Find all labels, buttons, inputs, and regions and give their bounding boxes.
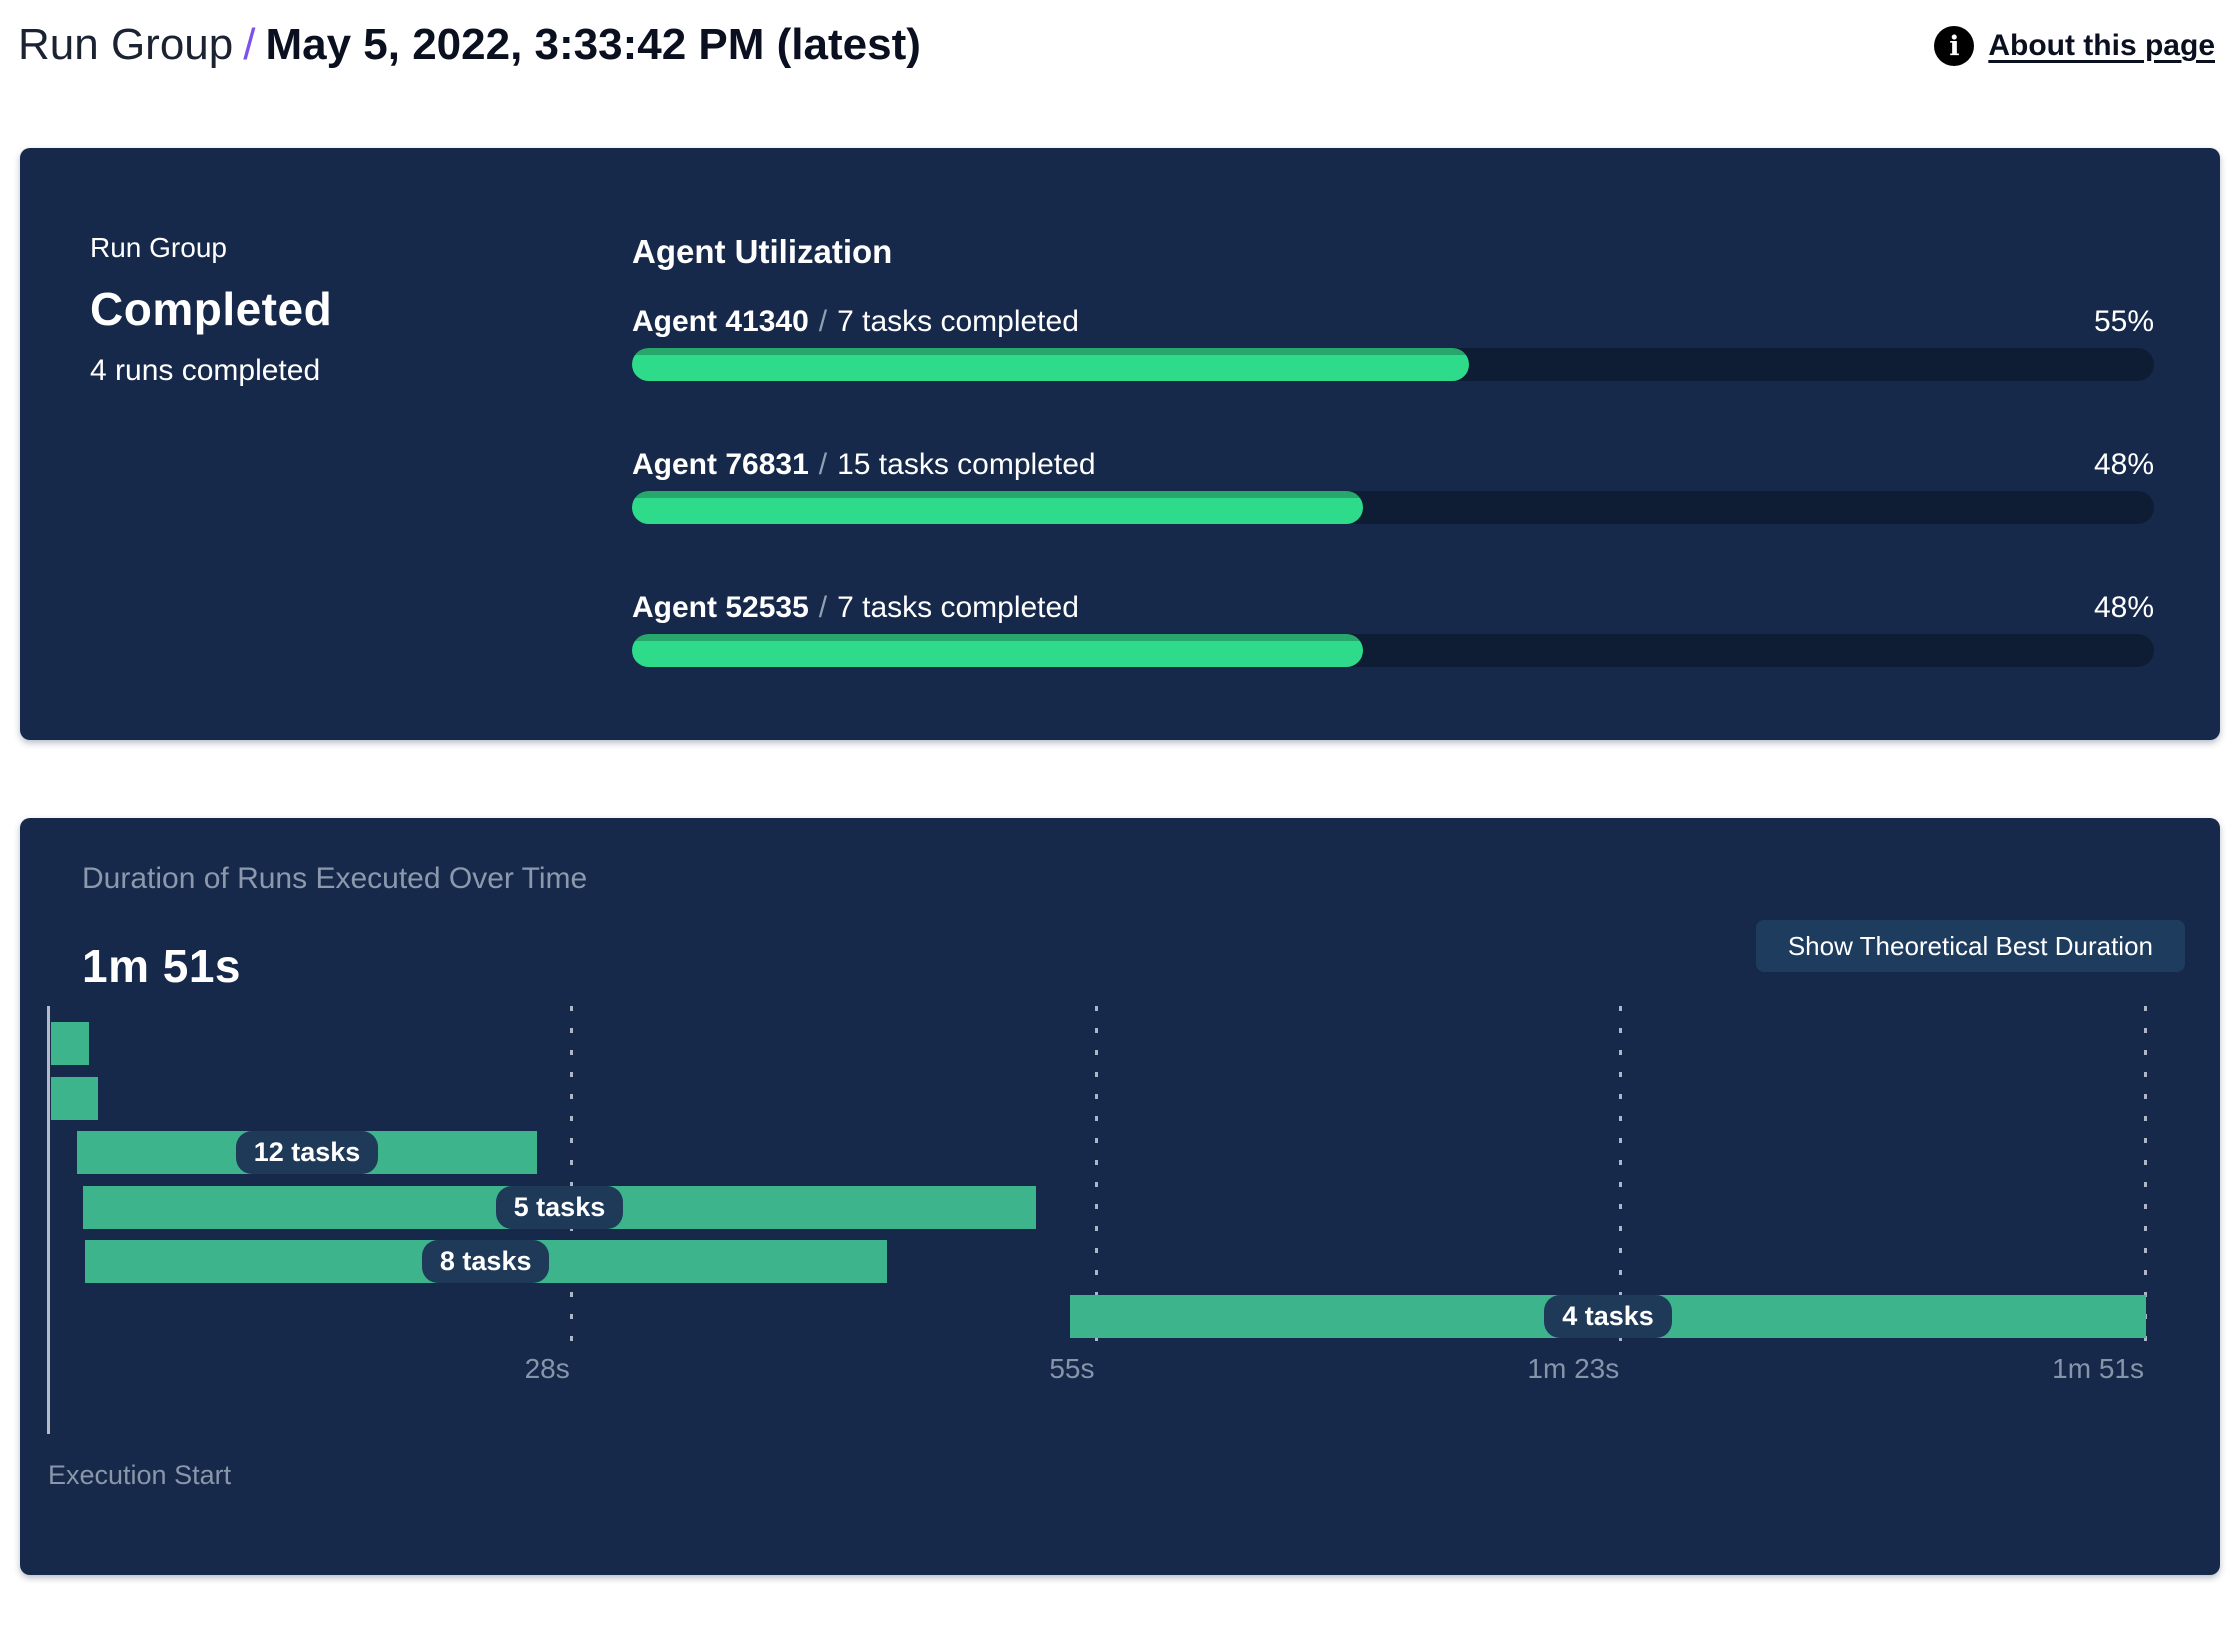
chart-title: Duration of Runs Executed Over Time bbox=[82, 862, 588, 895]
info-icon: i bbox=[1934, 26, 1975, 66]
agent-progress-track bbox=[632, 491, 2154, 524]
agent-utilization-percent: 48% bbox=[2093, 448, 2154, 481]
gantt-run-bar[interactable] bbox=[50, 1022, 89, 1065]
run-timestamp-title: May 5, 2022, 3:33:42 PM (latest) bbox=[265, 20, 921, 69]
about-link-label: About this page bbox=[1988, 29, 2215, 62]
agent-utilization-percent: 55% bbox=[2093, 305, 2154, 338]
agent-utilization-rows: Agent 41340 / 7 tasks completed 55% Agent … bbox=[632, 304, 2154, 667]
gantt-run-bar[interactable]: 5 tasks bbox=[82, 1185, 1036, 1229]
gantt-gridline bbox=[1619, 1006, 1623, 1346]
agent-separator: / bbox=[818, 448, 828, 481]
agent-progress-fill bbox=[632, 634, 1363, 667]
gantt-tick-label: 28s bbox=[524, 1353, 570, 1384]
agent-row-label: Agent 76831 / 15 tasks completed bbox=[632, 447, 1096, 483]
agent-name: Agent 76831 bbox=[632, 448, 809, 481]
agent-utilization-heading: Agent Utilization bbox=[632, 233, 893, 270]
breadcrumb-separator: / bbox=[243, 20, 256, 69]
gantt-task-count-pill: 4 tasks bbox=[1544, 1294, 1672, 1338]
gantt-run-bar[interactable]: 8 tasks bbox=[84, 1240, 887, 1283]
gantt-tick-label: 1m 23s bbox=[1527, 1353, 1620, 1384]
gantt-tick-label: 55s bbox=[1049, 1353, 1095, 1384]
gantt-task-count-pill: 12 tasks bbox=[235, 1131, 379, 1174]
run-group-label: Run Group bbox=[90, 232, 227, 263]
agent-progress-track bbox=[632, 634, 2154, 667]
agent-separator: / bbox=[818, 591, 828, 624]
agent-tasks-completed: 7 tasks completed bbox=[837, 305, 1079, 338]
gantt-tick-label: 1m 51s bbox=[2052, 1353, 2144, 1384]
agent-row: Agent 41340 / 7 tasks completed 55% bbox=[632, 304, 2154, 381]
agent-tasks-completed: 15 tasks completed bbox=[837, 448, 1096, 481]
page-header: Run Group / May 5, 2022, 3:33:42 PM (lates… bbox=[18, 14, 2215, 76]
agent-progress-fill bbox=[632, 348, 1470, 381]
agent-row-label: Agent 41340 / 7 tasks completed bbox=[632, 304, 1079, 340]
agent-utilization-section: Agent Utilization Agent 41340 / 7 tasks co… bbox=[632, 232, 2154, 740]
gantt-task-count-pill: 5 tasks bbox=[495, 1185, 624, 1229]
agent-progress-track bbox=[632, 348, 2154, 381]
duration-chart-card: Duration of Runs Executed Over Time 1m 5… bbox=[20, 818, 2220, 1575]
gantt-gridline bbox=[2144, 1006, 2147, 1346]
agent-row: Agent 52535 / 7 tasks completed 48% bbox=[632, 590, 2154, 667]
breadcrumb-run-group: Run Group bbox=[18, 20, 234, 69]
gantt-gridline bbox=[1094, 1006, 1098, 1346]
agent-utilization-percent: 48% bbox=[2093, 591, 2154, 624]
about-this-page-link[interactable]: i About this page bbox=[1934, 26, 2215, 66]
agent-row-head: Agent 52535 / 7 tasks completed 48% bbox=[632, 590, 2154, 626]
status-column: Run Group Completed 4 runs completed bbox=[90, 232, 632, 740]
gantt-task-count-pill: 8 tasks bbox=[421, 1240, 550, 1283]
agent-row-label: Agent 52535 / 7 tasks completed bbox=[632, 590, 1079, 626]
status-badge: Completed bbox=[90, 283, 333, 335]
gantt-run-bar[interactable] bbox=[50, 1076, 99, 1120]
agent-name: Agent 52535 bbox=[632, 591, 809, 624]
agent-row-head: Agent 41340 / 7 tasks completed 55% bbox=[632, 304, 2154, 340]
agent-name: Agent 41340 bbox=[632, 305, 809, 338]
gantt-run-bar[interactable]: 4 tasks bbox=[1070, 1294, 2146, 1338]
execution-start-axis-line bbox=[47, 1006, 50, 1434]
show-theoretical-best-duration-button[interactable]: Show Theoretical Best Duration bbox=[1755, 920, 2185, 972]
run-group-status-card: Run Group Completed 4 runs completed Age… bbox=[20, 148, 2220, 740]
agent-progress-fill bbox=[632, 491, 1363, 524]
gantt-chart: 28s 55s 1m 23s 1m 51s 12 tasks 5 tasks 8 tasks… bbox=[47, 1006, 2147, 1434]
agent-row-head: Agent 76831 / 15 tasks completed 48% bbox=[632, 447, 2154, 483]
page-title: Run Group / May 5, 2022, 3:33:42 PM (lates… bbox=[18, 14, 921, 76]
agent-tasks-completed: 7 tasks completed bbox=[837, 591, 1079, 624]
total-duration-value: 1m 51s bbox=[82, 940, 242, 992]
agent-row: Agent 76831 / 15 tasks completed 48% bbox=[632, 447, 2154, 524]
gantt-run-bar[interactable]: 12 tasks bbox=[77, 1131, 537, 1174]
agent-separator: / bbox=[818, 305, 828, 338]
gantt-gridline bbox=[569, 1006, 573, 1346]
runs-completed-text: 4 runs completed bbox=[90, 354, 321, 387]
execution-start-label: Execution Start bbox=[48, 1460, 232, 1490]
